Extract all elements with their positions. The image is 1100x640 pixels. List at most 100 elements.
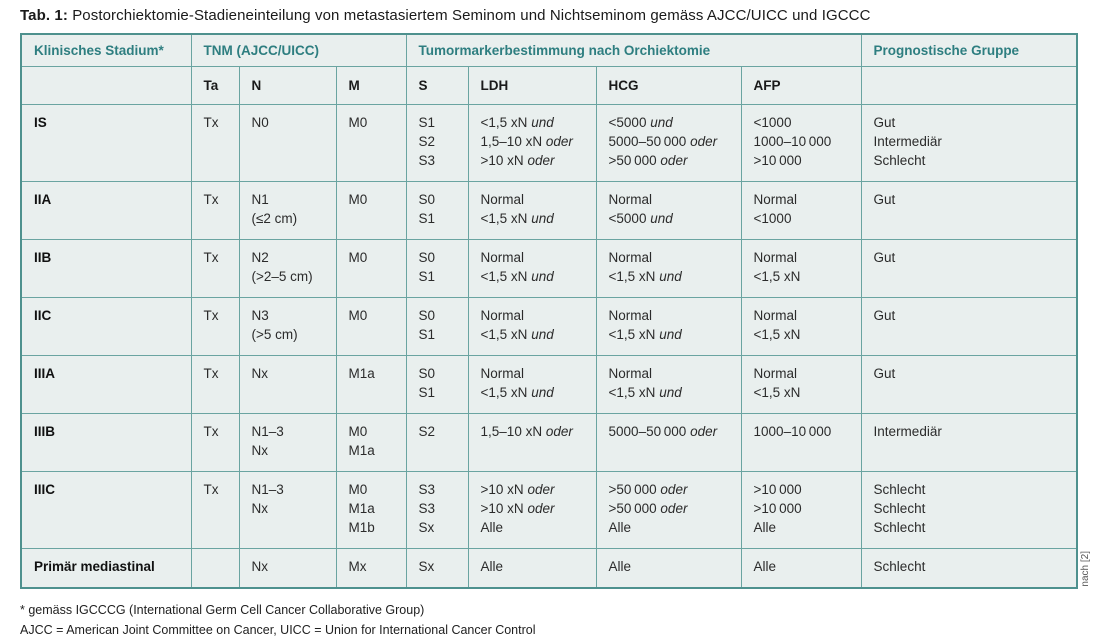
caption-label: Tab. 1: (20, 7, 68, 24)
cell-hcg: <5000 und 5000–50 000 oder >50 000 oder (595, 103, 742, 182)
staging-table: Klinisches Stadium* TNM (AJCC/UICC) Tumo… (20, 33, 1079, 589)
cell-ldh: Alle (467, 547, 597, 588)
cell-m: M0 M1a M1b (335, 470, 407, 549)
cell-hcg: Normal <1,5 xN und (595, 296, 742, 356)
cell-ta: Tx (190, 412, 240, 472)
col-header-tumormarker: Tumormarkerbestimmung nach Orchiektomie (405, 33, 862, 67)
cell-m: Mx (335, 547, 407, 588)
cell-ldh: 1,5–10 xN oder (467, 412, 597, 472)
cell-ta: Tx (190, 103, 240, 182)
cell-group: Gut (860, 296, 1078, 356)
cell-ldh: <1,5 xN und 1,5–10 xN oder >10 xN oder (467, 103, 597, 182)
sub-header-hcg: HCG (595, 65, 742, 105)
table-body: IS Tx N0 M0 S1 S2 S3 <1,5 xN und 1,5–10 xN oder >… (20, 103, 1078, 588)
cell-s: S0 S1 (405, 354, 469, 414)
sub-header-row: Ta N M S LDH HCG AFP (20, 65, 1078, 105)
sub-header-n: N (238, 65, 337, 105)
cell-group: Schlecht Schlecht Schlecht (860, 470, 1078, 549)
cell-ldh: Normal <1,5 xN und (467, 354, 597, 414)
table-caption: Tab. 1: Postorchiektomie-Stadieneinteilu… (20, 7, 1080, 24)
cell-ldh: Normal <1,5 xN und (467, 180, 597, 240)
stage-cell: IIB (20, 238, 192, 298)
cell-group: Intermediär (860, 412, 1078, 472)
cell-hcg: Normal <1,5 xN und (595, 354, 742, 414)
cell-afp: <1000 1000–10 000 >10 000 (740, 103, 862, 182)
cell-afp: >10 000 >10 000 Alle (740, 470, 862, 549)
cell-m: M0 (335, 103, 407, 182)
footnote-ajcc-uicc: AJCC = American Joint Committee on Cance… (20, 622, 536, 637)
table-row: Primär mediastinal Nx Mx Sx Alle Alle Alle Schl… (20, 547, 1078, 588)
stage-cell: IIC (20, 296, 192, 356)
cell-m: M0 (335, 180, 407, 240)
group-header-row: Klinisches Stadium* TNM (AJCC/UICC) Tumo… (20, 33, 1078, 67)
cell-ta (190, 547, 240, 588)
cell-ta: Tx (190, 470, 240, 549)
cell-group: Gut Intermediär Schlecht (860, 103, 1078, 182)
cell-n: N1–3 Nx (238, 470, 337, 549)
sub-header-empty-group (860, 65, 1078, 105)
stage-cell: IIIB (20, 412, 192, 472)
table-row: IS Tx N0 M0 S1 S2 S3 <1,5 xN und 1,5–10 xN oder >… (20, 103, 1078, 182)
cell-m: M0 (335, 296, 407, 356)
sub-header-ldh: LDH (467, 65, 597, 105)
cell-ta: Tx (190, 180, 240, 240)
cell-group: Schlecht (860, 547, 1078, 588)
cell-s: S0 S1 (405, 296, 469, 356)
cell-ldh: Normal <1,5 xN und (467, 296, 597, 356)
table-row: IIIB Tx N1–3 Nx M0 M1a S2 1,5–10 xN oder 5000–50… (20, 412, 1078, 472)
cell-hcg: 5000–50 000 oder (595, 412, 742, 472)
sub-header-ta: Ta (190, 65, 240, 105)
cell-ldh: >10 xN oder >10 xN oder Alle (467, 470, 597, 549)
caption-text: Postorchiektomie-Stadieneinteilung von m… (67, 7, 871, 24)
cell-group: Gut (860, 238, 1078, 298)
stage-cell: IIIC (20, 470, 192, 549)
stage-cell: Primär mediastinal (20, 547, 192, 588)
cell-s: S0 S1 (405, 238, 469, 298)
cell-afp: Normal <1,5 xN (740, 354, 862, 414)
stage-cell: IS (20, 103, 192, 182)
table-container: Klinisches Stadium* TNM (AJCC/UICC) Tumo… (20, 33, 1091, 589)
cell-ta: Tx (190, 354, 240, 414)
table-row: IIIA Tx Nx M1a S0 S1 Normal <1,5 xN und Normal <1… (20, 354, 1078, 414)
cell-afp: 1000–10 000 (740, 412, 862, 472)
cell-s: S1 S2 S3 (405, 103, 469, 182)
stage-cell: IIIA (20, 354, 192, 414)
table-header: Klinisches Stadium* TNM (AJCC/UICC) Tumo… (20, 33, 1078, 105)
cell-m: M0 M1a (335, 412, 407, 472)
table-row: IIB Tx N2 (>2–5 cm) M0 S0 S1 Normal <1,5 xN und N… (20, 238, 1078, 298)
table-row: IIIC Tx N1–3 Nx M0 M1a M1b S3 S3 Sx >10 xN oder >10… (20, 470, 1078, 549)
cell-afp: Normal <1,5 xN (740, 238, 862, 298)
cell-hcg: Normal <5000 und (595, 180, 742, 240)
table-row: IIC Tx N3 (>5 cm) M0 S0 S1 Normal <1,5 xN und Nor… (20, 296, 1078, 356)
col-header-klinisches-stadium: Klinisches Stadium* (20, 33, 192, 67)
cell-group: Gut (860, 354, 1078, 414)
cell-s: S3 S3 Sx (405, 470, 469, 549)
cell-n: Nx (238, 547, 337, 588)
sub-header-m: M (335, 65, 407, 105)
cell-group: Gut (860, 180, 1078, 240)
sub-header-s: S (405, 65, 469, 105)
cell-ldh: Normal <1,5 xN und (467, 238, 597, 298)
col-header-tnm: TNM (AJCC/UICC) (190, 33, 407, 67)
cell-n: N0 (238, 103, 337, 182)
sub-header-afp: AFP (740, 65, 862, 105)
cell-n: N2 (>2–5 cm) (238, 238, 337, 298)
footnote-igcccg: * gemäss IGCCCG (International Germ Cell… (20, 602, 425, 617)
col-header-prognostische-gruppe: Prognostische Gruppe (860, 33, 1078, 67)
cell-s: S0 S1 (405, 180, 469, 240)
citation-note: nach [2] (1080, 550, 1091, 587)
stage-cell: IIA (20, 180, 192, 240)
cell-afp: Normal <1,5 xN (740, 296, 862, 356)
cell-hcg: Alle (595, 547, 742, 588)
cell-hcg: Normal <1,5 xN und (595, 238, 742, 298)
cell-hcg: >50 000 oder >50 000 oder Alle (595, 470, 742, 549)
cell-afp: Alle (740, 547, 862, 588)
cell-n: N1–3 Nx (238, 412, 337, 472)
cell-n: N1 (≤2 cm) (238, 180, 337, 240)
cell-m: M0 (335, 238, 407, 298)
cell-m: M1a (335, 354, 407, 414)
sub-header-empty (20, 65, 192, 105)
cell-ta: Tx (190, 238, 240, 298)
cell-s: Sx (405, 547, 469, 588)
